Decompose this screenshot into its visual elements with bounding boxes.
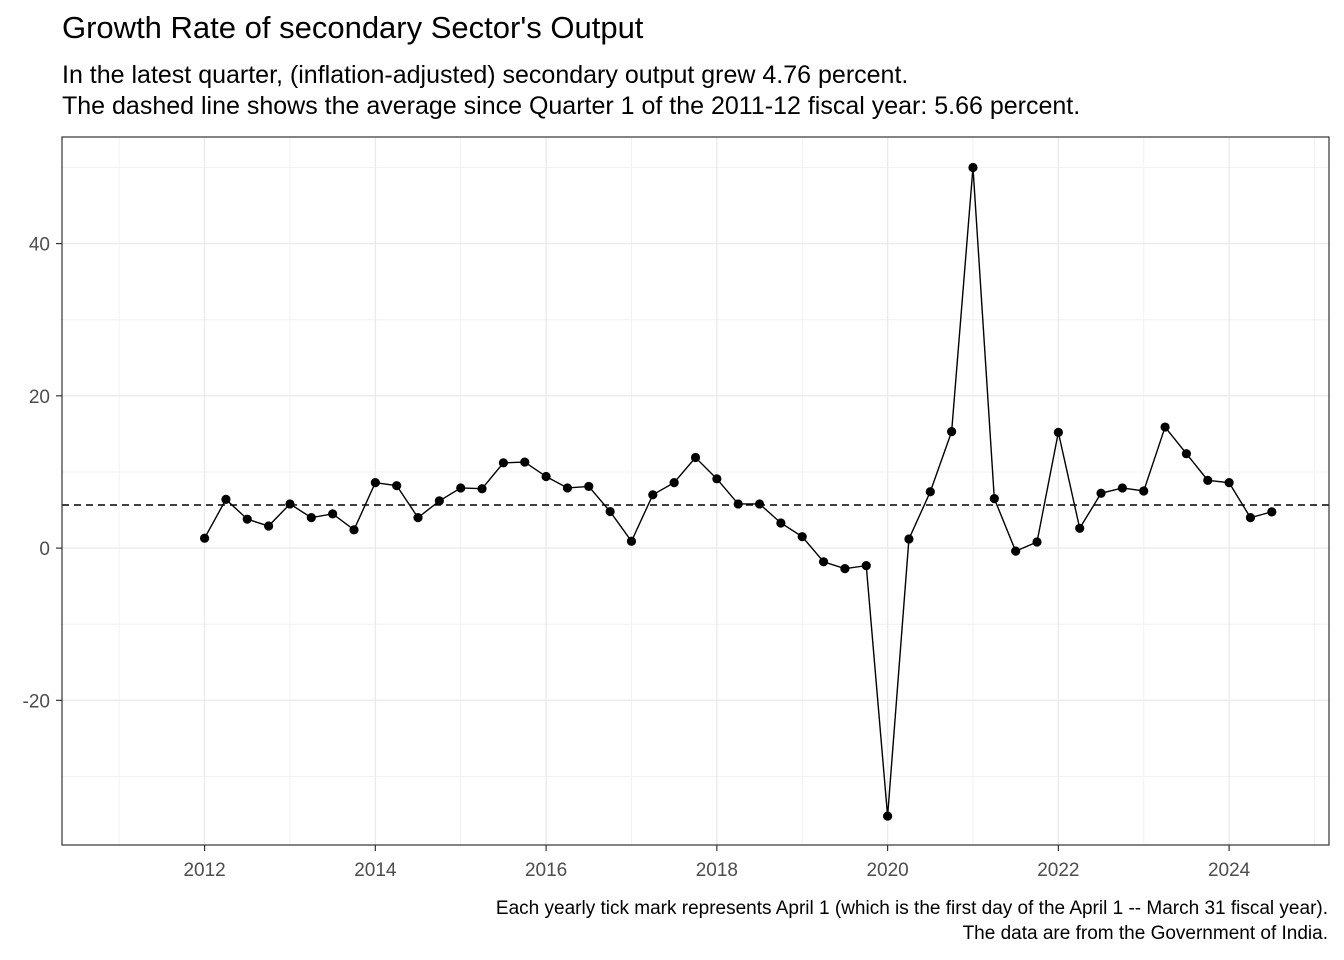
data-point <box>712 474 722 484</box>
subtitle-line-2: The dashed line shows the average since … <box>62 92 1081 120</box>
data-point <box>1181 449 1192 459</box>
data-point <box>328 509 338 519</box>
data-point <box>370 478 380 488</box>
major-gridlines <box>62 137 1329 845</box>
data-point <box>285 499 295 509</box>
data-point <box>562 483 573 493</box>
x-tick-label: 2014 <box>354 860 397 881</box>
data-point <box>498 458 509 468</box>
data-point <box>1245 513 1256 523</box>
data-point <box>541 471 551 482</box>
data-point <box>626 536 637 546</box>
data-point <box>392 481 402 491</box>
data-point <box>947 427 957 437</box>
data-point <box>1224 478 1234 488</box>
data-point <box>605 506 615 517</box>
data-point <box>584 481 594 492</box>
data-point <box>477 484 487 494</box>
data-point <box>1203 475 1213 485</box>
data-point <box>1139 486 1149 496</box>
axis-ticks: 2012 2014 2016 2018 2020 2022 2024 -20 0 20 40 <box>23 235 1251 881</box>
y-tick-label: 20 <box>29 387 50 408</box>
chart-subtitle: In the latest quarter, (inflation-adjust… <box>62 60 1080 122</box>
data-point <box>520 457 530 467</box>
data-point <box>1267 507 1277 517</box>
data-point <box>1011 546 1021 556</box>
y-tick-label: 40 <box>29 235 50 256</box>
data-point <box>669 478 679 488</box>
data-point <box>1160 422 1170 432</box>
series-group <box>199 162 1277 821</box>
data-point <box>690 452 701 463</box>
x-tick-label: 2022 <box>1037 860 1079 881</box>
x-tick-label: 2020 <box>866 860 908 881</box>
x-tick-label: 2018 <box>696 860 738 881</box>
panel-background <box>62 137 1329 845</box>
data-point <box>1096 488 1106 498</box>
caption-line-2: The data are from the Government of Indi… <box>962 923 1328 944</box>
data-point <box>1053 427 1063 437</box>
data-point <box>648 490 658 500</box>
data-point <box>413 513 423 523</box>
data-point <box>776 518 786 528</box>
data-point <box>221 494 231 504</box>
data-point <box>882 811 893 821</box>
data-point <box>861 561 871 571</box>
x-tick-label: 2016 <box>525 860 567 881</box>
x-tick-label: 2012 <box>183 860 225 881</box>
data-point <box>456 483 466 493</box>
subtitle-line-1: In the latest quarter, (inflation-adjust… <box>62 61 909 89</box>
minor-gridlines <box>62 137 1329 845</box>
data-point <box>840 564 850 574</box>
data-point <box>1117 483 1127 493</box>
data-point <box>968 162 978 173</box>
x-tick-label: 2024 <box>1208 860 1251 881</box>
data-point <box>754 499 765 509</box>
data-point <box>1075 523 1085 533</box>
chart-caption: Each yearly tick mark represents April 1… <box>496 896 1328 946</box>
data-point <box>925 487 935 497</box>
data-point <box>349 525 359 535</box>
data-point <box>1032 537 1042 547</box>
data-point <box>818 557 829 567</box>
y-tick-label: -20 <box>23 691 50 712</box>
data-point <box>733 499 743 509</box>
y-tick-label: 0 <box>39 539 50 560</box>
data-point <box>797 532 807 542</box>
caption-line-1: Each yearly tick mark represents April 1… <box>495 898 1328 919</box>
data-point <box>264 521 274 531</box>
data-point <box>904 534 914 544</box>
data-point <box>306 513 316 523</box>
panel-border <box>61 136 1330 846</box>
data-point <box>434 496 444 506</box>
chart-title: Growth Rate of secondary Sector's Output <box>62 10 644 45</box>
data-point <box>199 533 210 543</box>
panel-frame <box>61 136 1330 846</box>
data-point <box>989 494 999 504</box>
data-point <box>242 514 252 524</box>
